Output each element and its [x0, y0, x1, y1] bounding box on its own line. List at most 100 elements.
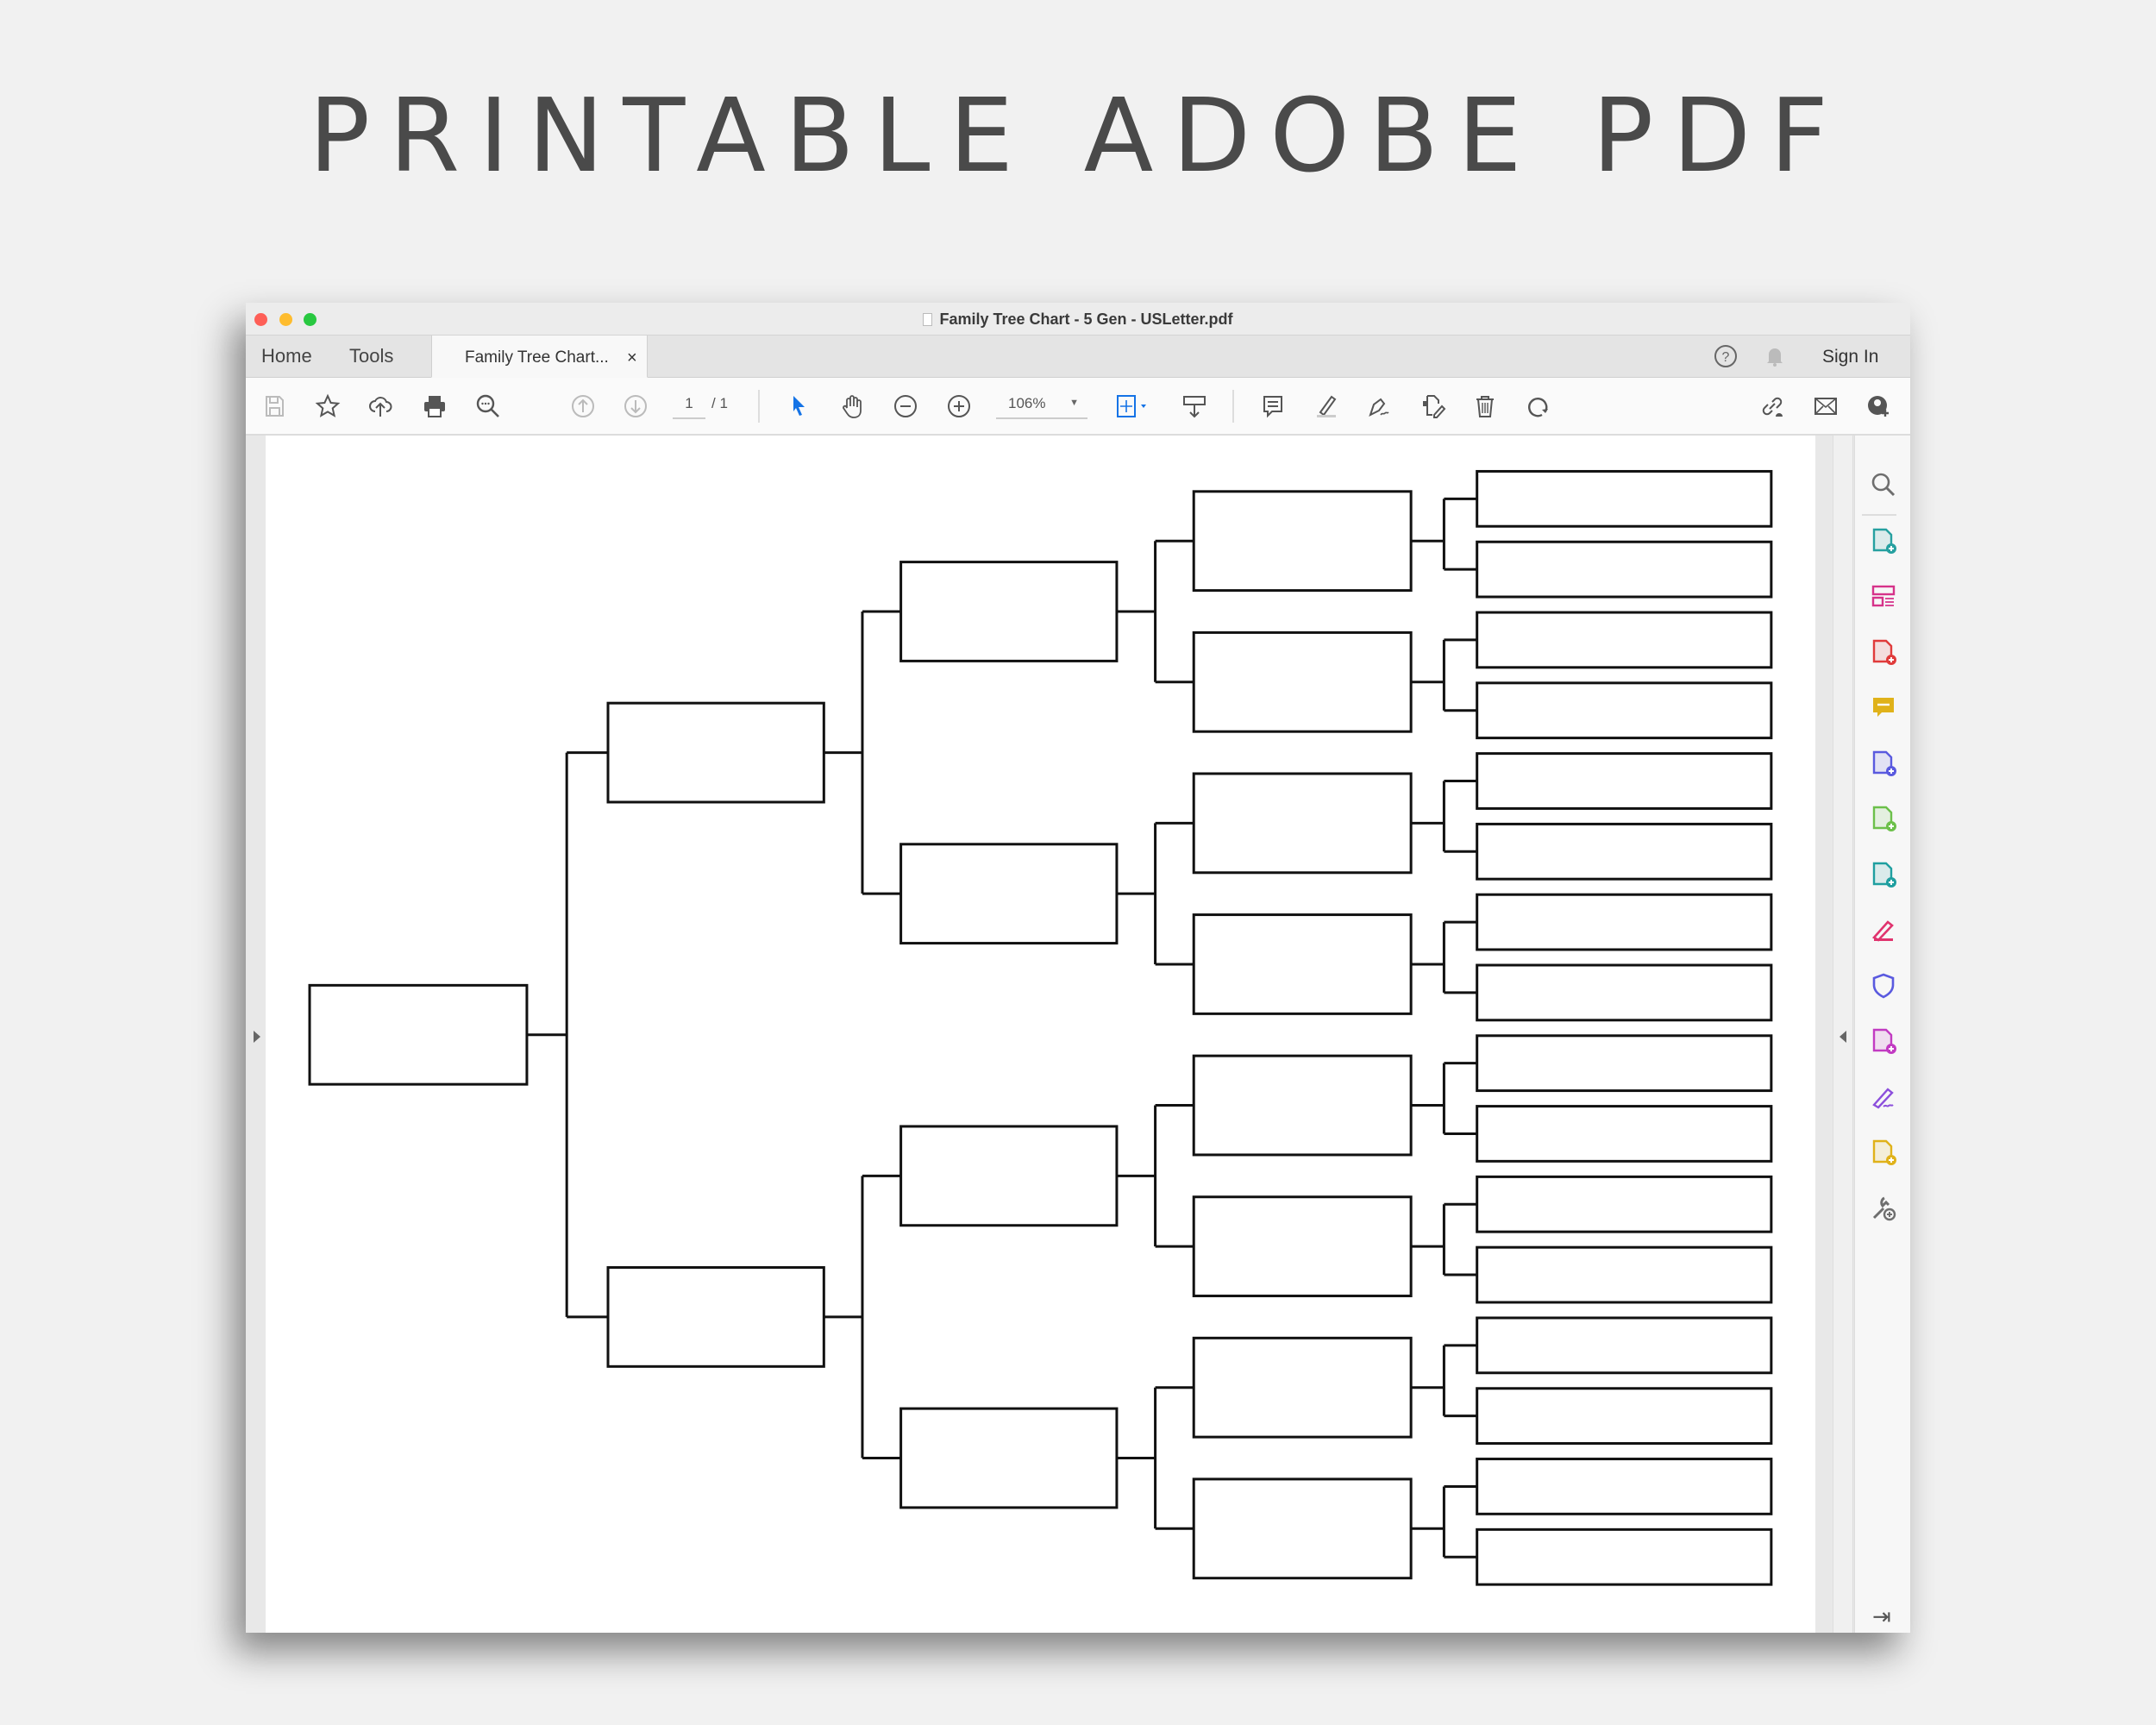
- page-total: / 1: [711, 395, 728, 411]
- document-area: [246, 436, 1854, 1633]
- toolbar-divider: [758, 390, 760, 423]
- person-box-gen5[interactable]: [1476, 1105, 1773, 1163]
- family-tree-chart: [308, 469, 1773, 1586]
- person-box-gen5[interactable]: [1476, 1245, 1773, 1304]
- person-box-gen3[interactable]: [899, 843, 1119, 945]
- more-tools-icon[interactable]: [1869, 1194, 1898, 1223]
- edit-pdf-tool-icon[interactable]: [1869, 860, 1898, 889]
- page-down-icon[interactable]: [621, 392, 650, 421]
- person-box-gen5[interactable]: [1476, 611, 1773, 669]
- page-up-icon[interactable]: [568, 392, 598, 421]
- protect-icon[interactable]: [1869, 971, 1898, 1000]
- acrobat-window: Family Tree Chart - 5 Gen - USLetter.pdf…: [246, 303, 1910, 1633]
- help-icon[interactable]: ?: [1711, 342, 1740, 371]
- person-box-gen4[interactable]: [1192, 913, 1413, 1015]
- compress-pdf-icon[interactable]: [1869, 804, 1898, 833]
- scroll-mode-icon[interactable]: [1180, 392, 1209, 421]
- share-link-icon[interactable]: [1758, 392, 1787, 421]
- person-box-gen1[interactable]: [308, 983, 529, 1086]
- zoom-out-icon[interactable]: [891, 392, 920, 421]
- page-number-input[interactable]: 1: [673, 395, 705, 419]
- hand-icon[interactable]: [837, 392, 867, 421]
- person-box-gen5[interactable]: [1476, 1387, 1773, 1446]
- person-box-gen5[interactable]: [1476, 469, 1773, 528]
- combine-files-icon[interactable]: [1869, 749, 1898, 778]
- select-cursor-icon[interactable]: [784, 392, 813, 421]
- person-box-gen4[interactable]: [1192, 1195, 1413, 1298]
- person-box-gen2[interactable]: [606, 1266, 825, 1368]
- person-box-gen5[interactable]: [1476, 1458, 1773, 1515]
- zoom-in-icon[interactable]: [944, 392, 974, 421]
- tab-home[interactable]: Home: [261, 345, 312, 367]
- person-box-gen4[interactable]: [1192, 1477, 1413, 1580]
- chevron-down-icon: ▼: [1069, 398, 1079, 408]
- person-box-gen4[interactable]: [1192, 490, 1413, 593]
- zoom-panel-icon[interactable]: [1869, 470, 1898, 499]
- zoom-level-value: 106%: [1008, 395, 1046, 411]
- document-icon: [923, 313, 933, 326]
- person-box-gen5[interactable]: [1476, 681, 1773, 740]
- window-title-text: Family Tree Chart - 5 Gen - USLetter.pdf: [939, 310, 1233, 328]
- edit-pdf-icon[interactable]: [1418, 392, 1447, 421]
- toolbar: 1 / 1 106% ▼: [246, 378, 1910, 436]
- add-user-icon[interactable]: [1864, 392, 1893, 421]
- tab-tools[interactable]: Tools: [349, 345, 394, 367]
- send-comments-icon[interactable]: [1869, 1138, 1898, 1167]
- person-box-gen5[interactable]: [1476, 822, 1773, 881]
- person-box-gen5[interactable]: [1476, 1527, 1773, 1586]
- person-box-gen4[interactable]: [1192, 772, 1413, 875]
- highlight-icon[interactable]: [1312, 392, 1341, 421]
- notifications-bell-icon[interactable]: [1760, 342, 1789, 371]
- tab-bar: Home Tools Family Tree Chart... × ? Sign…: [246, 336, 1910, 378]
- person-box-gen4[interactable]: [1192, 630, 1413, 733]
- sign-in-button[interactable]: Sign In: [1822, 347, 1879, 367]
- prepare-form-icon[interactable]: [1869, 1026, 1898, 1056]
- title-bar: Family Tree Chart - 5 Gen - USLetter.pdf: [246, 303, 1910, 336]
- zoom-level-select[interactable]: 106% ▼: [996, 395, 1087, 419]
- comment-tool-icon[interactable]: [1869, 693, 1898, 722]
- fit-page-icon[interactable]: [1112, 392, 1150, 421]
- close-tab-icon[interactable]: ×: [627, 348, 637, 367]
- expand-left-panel-icon[interactable]: [254, 1031, 260, 1043]
- person-box-gen5[interactable]: [1476, 752, 1773, 810]
- maximize-window-button[interactable]: [304, 313, 317, 326]
- person-box-gen3[interactable]: [899, 1125, 1119, 1227]
- fill-sign-tool-icon[interactable]: [1869, 915, 1898, 944]
- organize-pages-icon[interactable]: [1869, 581, 1898, 611]
- rotate-icon[interactable]: [1524, 392, 1553, 421]
- collapse-right-panel-icon[interactable]: [1839, 1031, 1846, 1043]
- save-icon[interactable]: [260, 392, 289, 421]
- cloud-upload-icon[interactable]: [366, 392, 395, 421]
- pdf-page: [266, 436, 1815, 1633]
- fill-sign-icon[interactable]: [1364, 392, 1394, 421]
- person-box-gen5[interactable]: [1476, 540, 1773, 599]
- person-box-gen5[interactable]: [1476, 1175, 1773, 1233]
- person-box-gen4[interactable]: [1192, 1054, 1413, 1157]
- person-box-gen5[interactable]: [1476, 1316, 1773, 1375]
- svg-text:?: ?: [1722, 350, 1730, 365]
- comment-icon[interactable]: [1258, 392, 1288, 421]
- find-icon[interactable]: [473, 392, 503, 421]
- close-window-button[interactable]: [254, 313, 267, 326]
- bookmark-star-icon[interactable]: [313, 392, 342, 421]
- create-pdf-icon[interactable]: [1869, 637, 1898, 667]
- tab-document-label: Family Tree Chart...: [465, 348, 609, 367]
- toolbar-divider: [1232, 390, 1234, 423]
- export-pdf-icon[interactable]: [1869, 526, 1898, 555]
- delete-icon[interactable]: [1470, 392, 1500, 421]
- person-box-gen2[interactable]: [606, 701, 825, 804]
- print-icon[interactable]: [420, 392, 449, 421]
- panel-collapse-icon[interactable]: ⇥: [1872, 1603, 1891, 1629]
- person-box-gen3[interactable]: [899, 561, 1119, 662]
- email-icon[interactable]: [1811, 392, 1840, 421]
- minimize-window-button[interactable]: [279, 313, 292, 326]
- person-box-gen4[interactable]: [1192, 1336, 1413, 1439]
- person-box-gen3[interactable]: [899, 1407, 1119, 1509]
- panel-divider: [1862, 514, 1896, 516]
- person-box-gen5[interactable]: [1476, 893, 1773, 951]
- tools-panel: ⇥: [1854, 436, 1910, 1633]
- person-box-gen5[interactable]: [1476, 963, 1773, 1022]
- tab-document[interactable]: Family Tree Chart... ×: [431, 336, 648, 378]
- request-signature-icon[interactable]: [1869, 1082, 1898, 1112]
- person-box-gen5[interactable]: [1476, 1034, 1773, 1093]
